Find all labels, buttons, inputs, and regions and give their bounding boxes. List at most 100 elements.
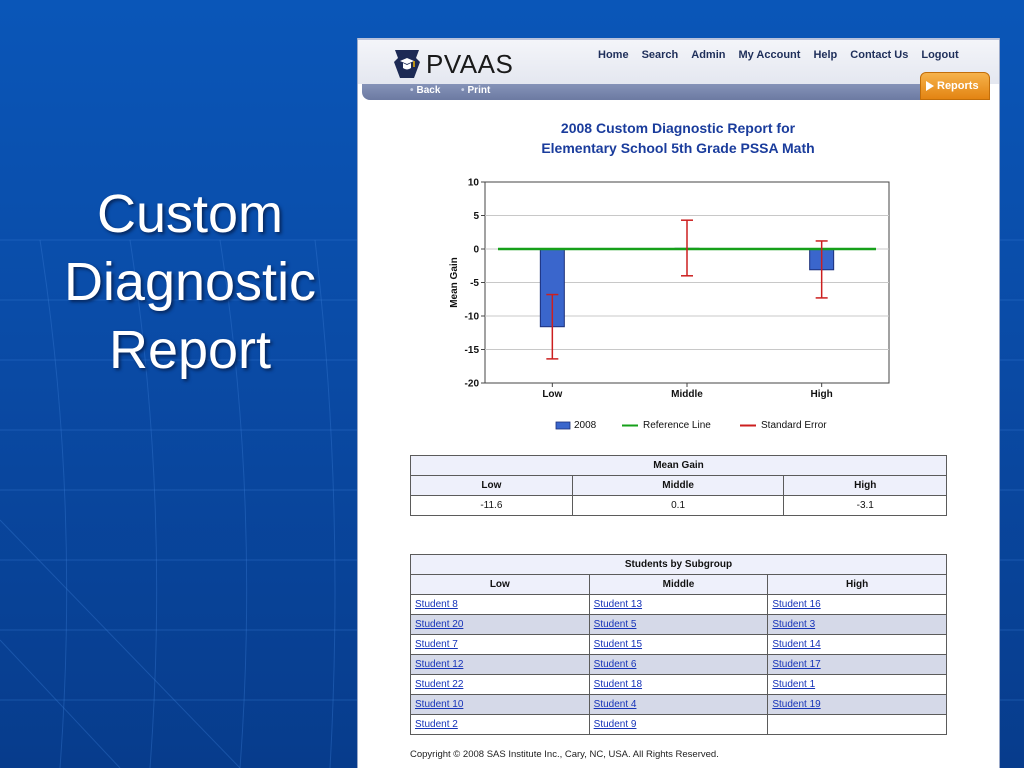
student-cell-middle: Student 6	[588, 654, 769, 675]
slide-title-line-2: Diagnostic	[63, 252, 317, 312]
nav-admin[interactable]: Admin	[691, 49, 726, 61]
students-header-high: High	[767, 574, 947, 595]
mean-gain-table: Mean Gain Low Middle High -11.6 0.1 -3.1	[410, 455, 947, 516]
nav-my-account[interactable]: My Account	[738, 49, 801, 61]
student-cell-middle: Student 9	[588, 714, 769, 735]
student-link[interactable]: Student 1	[772, 679, 816, 690]
back-label: Back	[416, 85, 441, 96]
top-navigation: Home Search Admin My Account Help Contac…	[598, 49, 959, 61]
student-cell-high	[767, 714, 947, 735]
student-cell-high: Student 19	[767, 694, 947, 715]
y-tick-label: -15	[465, 345, 480, 356]
slide-title-line-1: Custom	[96, 184, 284, 244]
student-link[interactable]: Student 20	[415, 619, 464, 630]
mean-gain-header-middle: Middle	[571, 475, 785, 496]
student-link[interactable]: Student 3	[772, 619, 816, 630]
copyright-text: Copyright © 2008 SAS Institute Inc., Car…	[410, 749, 719, 760]
mean-gain-value-low: -11.6	[410, 495, 573, 516]
back-link[interactable]: • Back	[410, 85, 440, 96]
mean-gain-table-title: Mean Gain	[410, 455, 947, 476]
student-link[interactable]: Student 19	[772, 699, 821, 710]
student-cell-middle: Student 13	[588, 594, 769, 615]
student-link[interactable]: Student 18	[593, 679, 643, 690]
student-link[interactable]: Student 13	[593, 599, 643, 610]
nav-contact-us[interactable]: Contact Us	[850, 49, 909, 61]
student-cell-low: Student 8	[410, 594, 590, 615]
mean-gain-header-low: Low	[410, 475, 573, 496]
student-link[interactable]: Student 12	[415, 659, 464, 670]
report-title: 2008 Custom Diagnostic Report for Elemen…	[458, 118, 898, 158]
print-label: Print	[467, 85, 491, 96]
student-cell-low: Student 10	[410, 694, 590, 715]
report-title-line-1: Custom Diagnostic Report for	[595, 120, 796, 136]
mean-gain-value-middle: 0.1	[571, 495, 785, 516]
student-link[interactable]: Student 17	[772, 659, 821, 670]
nav-help[interactable]: Help	[813, 49, 838, 61]
tab-reports[interactable]: Reports	[920, 72, 990, 100]
students-table-title: Students by Subgroup	[410, 554, 947, 575]
student-link[interactable]: Student 2	[415, 719, 458, 730]
student-link[interactable]: Student 4	[593, 699, 637, 710]
student-cell-low: Student 2	[410, 714, 590, 735]
student-link[interactable]: Student 15	[593, 639, 643, 650]
y-tick-label: 5	[473, 211, 479, 222]
student-cell-middle: Student 5	[588, 614, 769, 635]
student-cell-middle: Student 4	[588, 694, 769, 715]
nav-search[interactable]: Search	[641, 49, 679, 61]
play-arrow-icon	[926, 81, 934, 91]
table-row: Student 7 Student 15 Student 14	[410, 634, 947, 655]
student-cell-low: Student 20	[410, 614, 590, 635]
app-header: PVAAS Home Search Admin My Account Help …	[358, 38, 999, 84]
table-row: Student 22 Student 18 Student 1	[410, 674, 947, 695]
y-axis-label: Mean Gain	[449, 257, 460, 308]
nav-home[interactable]: Home	[598, 49, 629, 61]
student-cell-high: Student 17	[767, 654, 947, 675]
sub-navigation: • Back • Print	[362, 84, 988, 100]
student-link[interactable]: Student 8	[415, 599, 458, 610]
student-link[interactable]: Student 14	[772, 639, 821, 650]
student-cell-high: Student 3	[767, 614, 947, 635]
student-link[interactable]: Student 10	[415, 699, 464, 710]
students-header-middle: Middle	[588, 574, 769, 595]
table-row: Student 8 Student 13 Student 16	[410, 594, 947, 615]
x-tick-label: Low	[542, 389, 562, 400]
nav-logout[interactable]: Logout	[921, 49, 959, 61]
student-link[interactable]: Student 16	[772, 599, 821, 610]
student-cell-high: Student 14	[767, 634, 947, 655]
legend-label-standard-error: Standard Error	[761, 420, 827, 431]
slide-title: Custom Diagnostic Report	[30, 180, 350, 384]
students-by-subgroup-table: Students by Subgroup Low Middle High Stu…	[410, 554, 947, 735]
tab-reports-label: Reports	[937, 80, 979, 92]
students-header-low: Low	[410, 574, 590, 595]
bullet-icon: •	[410, 85, 414, 96]
student-link[interactable]: Student 22	[415, 679, 464, 690]
slide-title-line-3: Report	[108, 320, 272, 380]
student-link[interactable]: Student 6	[593, 659, 637, 670]
pvaas-logo[interactable]: PVAAS	[392, 48, 513, 80]
student-cell-high: Student 16	[767, 594, 947, 615]
student-link[interactable]: Student 7	[415, 639, 458, 650]
table-row: Student 2 Student 9	[410, 714, 947, 735]
mean-gain-chart: 10 5 0 -5 -10 -15 -20 Mean Gain Low Middle High 200…	[449, 178, 890, 431]
logo-text: PVAAS	[426, 48, 514, 79]
mean-gain-header-high: High	[783, 475, 947, 496]
x-tick-label: Middle	[671, 389, 703, 400]
table-row: Student 10 Student 4 Student 19	[410, 694, 947, 715]
x-tick-label: High	[811, 389, 833, 400]
student-link[interactable]: Student 9	[593, 719, 637, 730]
print-link[interactable]: • Print	[461, 85, 490, 96]
y-tick-label: -5	[470, 278, 479, 289]
mean-gain-value-high: -3.1	[783, 495, 947, 516]
student-cell-low: Student 7	[410, 634, 590, 655]
legend-label-2008: 2008	[574, 420, 597, 431]
legend-swatch-2008	[555, 421, 571, 430]
table-row: Student 12 Student 6 Student 17	[410, 654, 947, 675]
y-tick-label: -10	[465, 312, 480, 323]
y-tick-label: 10	[468, 178, 480, 189]
report-title-line-2: Elementary School 5th Grade PSSA Math	[541, 140, 815, 156]
student-cell-high: Student 1	[767, 674, 947, 695]
report-screenshot-panel: PVAAS Home Search Admin My Account Help …	[357, 38, 1000, 768]
student-cell-low: Student 22	[410, 674, 590, 695]
keystone-icon	[394, 50, 420, 78]
student-link[interactable]: Student 5	[593, 619, 637, 630]
